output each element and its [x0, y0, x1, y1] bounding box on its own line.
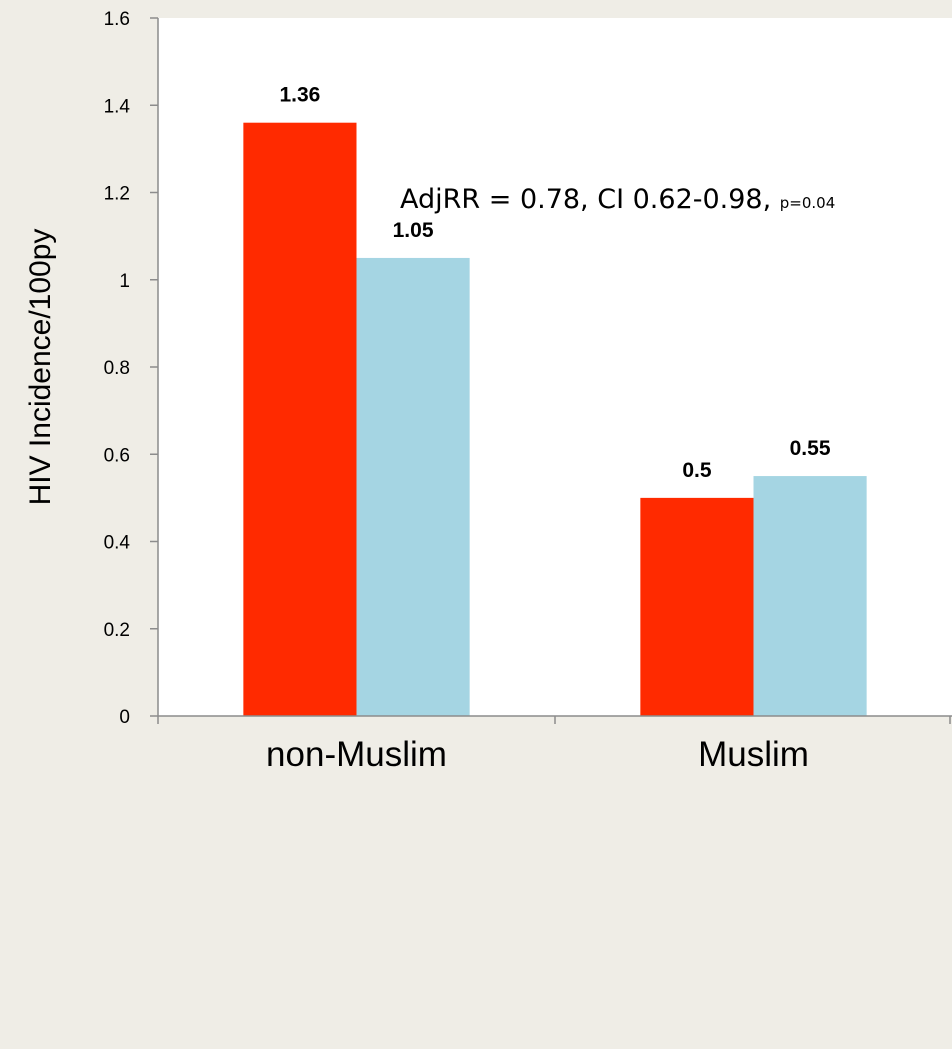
y-tick-label: 0 — [119, 707, 130, 728]
annotation-p-value: p=0.04 — [780, 194, 836, 212]
y-tick-label: 0.6 — [104, 445, 130, 466]
bars-group: 1.36 0.5 1.05 0.55 — [243, 84, 867, 716]
bar-non-muslim-series-2 — [356, 257, 470, 716]
y-tick-label: 0.2 — [104, 620, 130, 641]
y-tick-label: 1.2 — [104, 184, 130, 205]
chart-annotation: AdjRR = 0.78, CI 0.62-0.98, p=0.04 — [400, 184, 835, 215]
y-tick-label: 0.8 — [104, 358, 130, 379]
y-tick-label: 0.4 — [104, 533, 131, 554]
data-label: 1.36 — [279, 84, 320, 107]
y-axis-label: HIV Incidence/100py — [24, 229, 57, 506]
x-category-label: Muslim — [698, 735, 809, 774]
data-label: 0.5 — [682, 459, 712, 482]
bar-muslim-series-2 — [753, 476, 867, 716]
bar-muslim-series-1 — [640, 497, 754, 716]
annotation-main: AdjRR = 0.78, CI 0.62-0.98, — [400, 184, 780, 215]
y-tick-label: 1.6 — [104, 9, 130, 30]
data-label: 0.55 — [790, 437, 831, 460]
bar-non-muslim-series-1 — [243, 122, 357, 716]
y-tick-label: 1 — [119, 271, 130, 292]
data-label: 1.05 — [393, 219, 434, 242]
axes-group: 0 0.2 0.4 0.6 0.8 1 1.2 1.4 1.6 non-Muslim Muslim — [104, 9, 952, 774]
x-category-label: non-Muslim — [266, 735, 447, 774]
y-tick-label: 1.4 — [104, 96, 131, 117]
